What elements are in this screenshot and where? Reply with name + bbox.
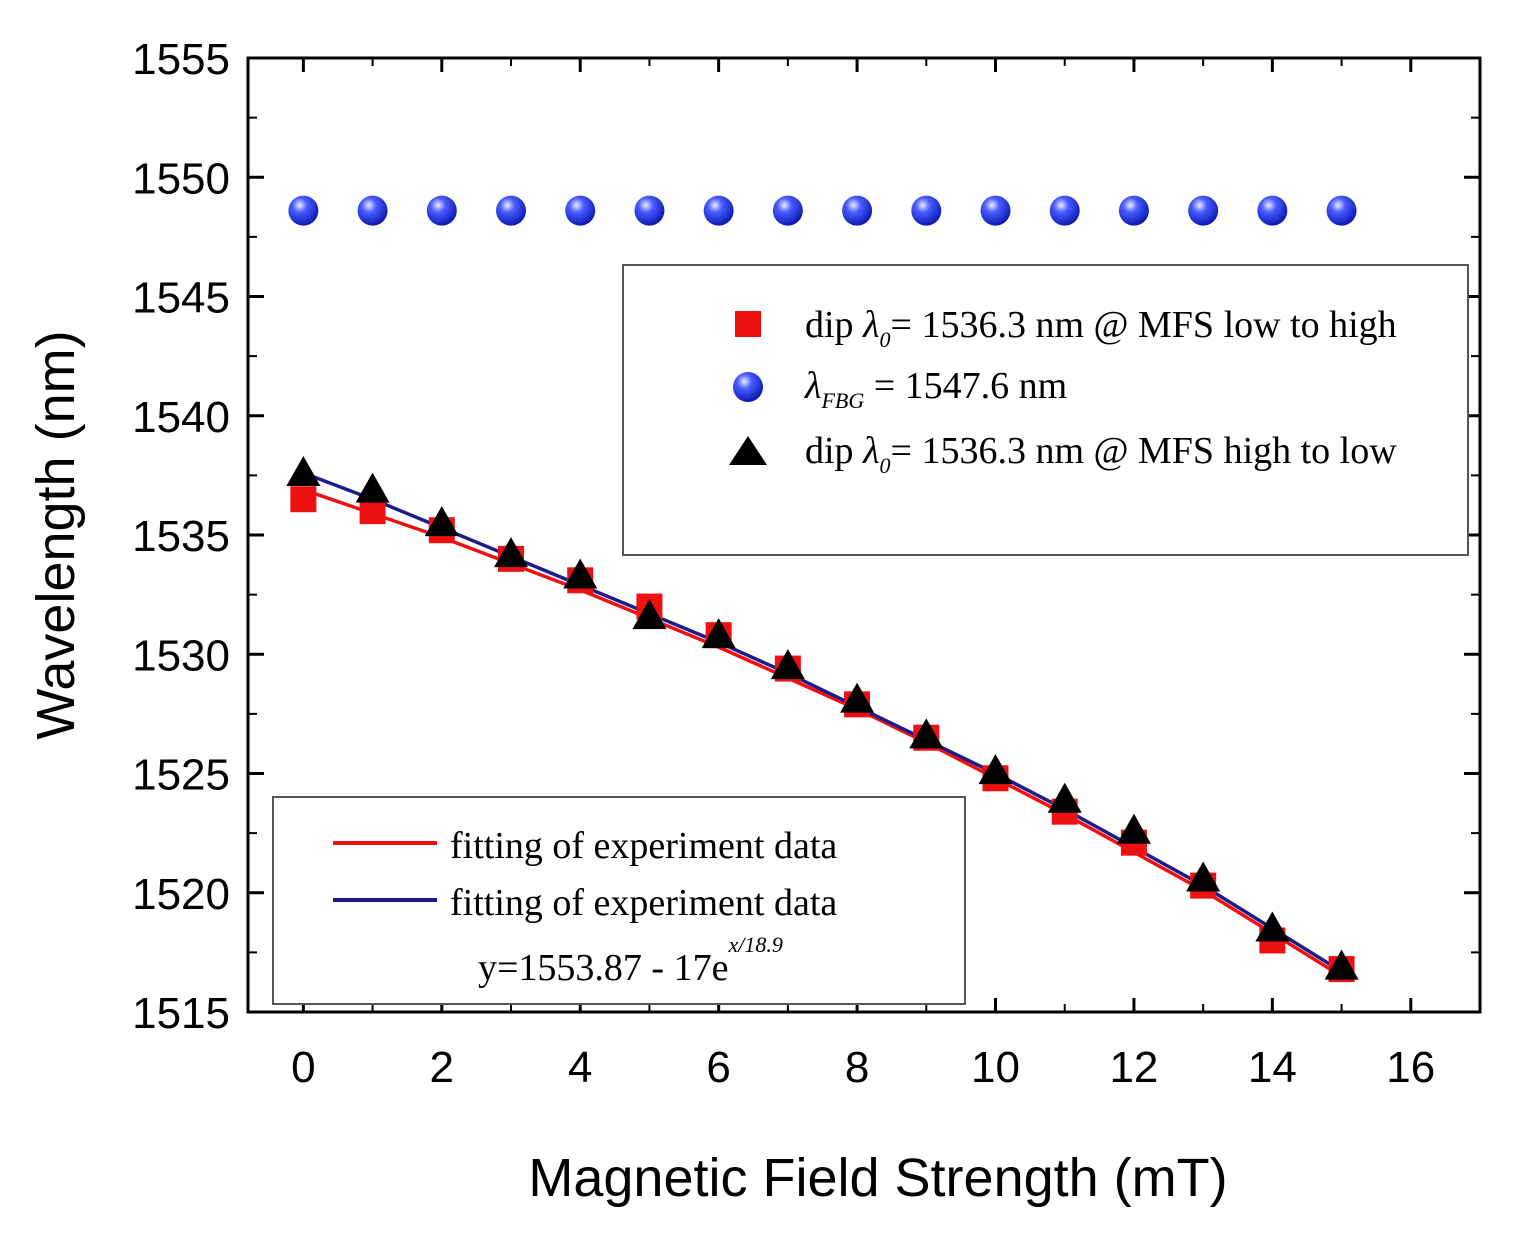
legend-entry-2: λFBG = 1547.6 nm [804, 365, 1067, 413]
fit-line-red [302, 488, 1343, 978]
y-tick-label: 1525 [132, 751, 230, 800]
data-point-triangle [978, 754, 1013, 785]
x-tick-label: 16 [1386, 1043, 1435, 1092]
x-tick-label: 12 [1109, 1043, 1158, 1092]
y-tick-label: 1540 [132, 393, 230, 442]
legend-series-box [622, 264, 1469, 556]
ticks-layer: 0 2 4 6 8 10 12 14 16 1515 1520 1525 1530 1535 1540 154… [132, 35, 1481, 1092]
y-tick-label: 1550 [132, 154, 230, 203]
legend-entry-3: dip λ0= 1536.3 nm @ MFS high to low [805, 430, 1397, 478]
data-point-triangle [1116, 813, 1151, 844]
data-point-sphere [980, 195, 1011, 226]
data-point-square [290, 486, 317, 513]
data-markers [286, 195, 1359, 983]
x-tick-label: 0 [291, 1043, 315, 1092]
data-point-triangle [494, 537, 529, 568]
x-tick-label: 10 [971, 1043, 1020, 1092]
data-point-sphere [911, 195, 942, 226]
y-tick-label: 1555 [132, 35, 230, 84]
data-point-sphere [1326, 195, 1357, 226]
data-point-triangle [1047, 782, 1082, 813]
data-point-sphere [496, 195, 527, 226]
legend-triangle-marker [729, 436, 767, 465]
data-point-sphere [565, 195, 596, 226]
data-point-triangle [1324, 949, 1359, 980]
data-point-triangle [840, 682, 875, 713]
fit-line-blue [302, 471, 1343, 973]
data-point-triangle [563, 558, 598, 589]
fit-equation: y=1553.87 - 17ex/18.9 [478, 932, 783, 989]
y-tick-label: 1530 [132, 631, 230, 680]
x-tick-label: 4 [568, 1043, 592, 1092]
x-axis-title: Magnetic Field Strength (mT) [528, 1148, 1227, 1208]
data-point-triangle [632, 599, 667, 630]
legend-fits: fitting of experiment data fitting of ex… [272, 796, 966, 1005]
legend-square-marker [735, 311, 761, 337]
y-tick-label: 1535 [132, 512, 230, 561]
data-point-sphere [1118, 195, 1149, 226]
data-point-sphere [703, 195, 734, 226]
y-tick-label: 1520 [132, 870, 230, 919]
legend-sphere-marker [733, 372, 763, 402]
data-point-sphere [357, 195, 388, 226]
data-point-triangle [1255, 911, 1290, 942]
data-point-sphere [1257, 195, 1288, 226]
data-point-triangle [770, 649, 805, 680]
y-tick-label: 1545 [132, 274, 230, 323]
data-point-sphere [842, 195, 873, 226]
data-point-sphere [634, 195, 665, 226]
data-point-sphere [1188, 195, 1219, 226]
data-point-triangle [424, 506, 459, 537]
data-point-sphere [426, 195, 457, 226]
fit-lines [302, 471, 1343, 978]
data-point-triangle [286, 455, 321, 486]
legend-series: dip λ0= 1536.3 nm @ MFS low to high λFBG… [622, 264, 1469, 556]
x-tick-label: 14 [1248, 1043, 1297, 1092]
y-tick-label: 1515 [132, 989, 230, 1038]
data-point-triangle [355, 472, 390, 503]
legend-fit-label-2: fitting of experiment data [450, 882, 837, 924]
data-point-sphere [772, 195, 803, 226]
data-point-triangle [909, 718, 944, 749]
data-point-triangle [701, 618, 736, 649]
x-tick-label: 2 [430, 1043, 454, 1092]
data-point-sphere [1049, 195, 1080, 226]
data-point-triangle [1186, 861, 1221, 892]
data-point-sphere [288, 195, 319, 226]
x-tick-label: 6 [706, 1043, 730, 1092]
legend-fit-label-1: fitting of experiment data [450, 825, 837, 867]
x-tick-label: 8 [845, 1043, 869, 1092]
legend-entry-1: dip λ0= 1536.3 nm @ MFS low to high [805, 304, 1397, 352]
y-axis-title: Wavelength (nm) [26, 330, 86, 739]
